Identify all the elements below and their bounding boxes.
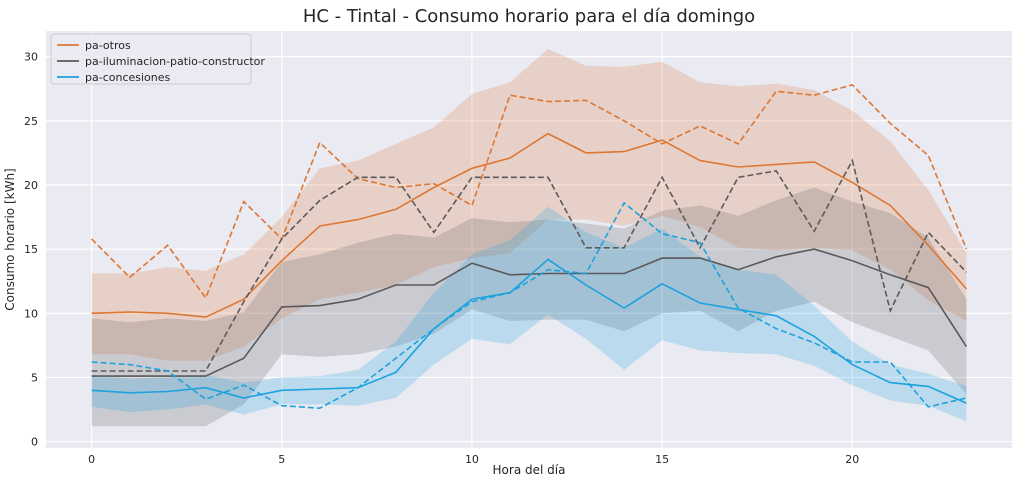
legend: pa-otros pa-iluminacion-patio-constructor… [50,33,265,85]
tick-labels: 0 5 10 15 20 0 5 10 15 20 25 30 [24,51,859,466]
confidence-band [91,187,967,427]
series-line [91,258,967,404]
legend-box [50,33,252,85]
y-tick-label: 0 [31,436,38,449]
x-tick-label: 10 [465,453,479,466]
legend-label: pa-concesiones [85,71,171,84]
series-lines [91,84,968,410]
x-tick-label: 0 [88,453,95,466]
x-tick-label: 20 [845,453,859,466]
x-tick-label: 5 [278,453,285,466]
dashed-series-line [91,158,967,372]
x-tick-label: 15 [655,453,669,466]
confidence-band [91,206,967,422]
x-axis-label: Hora del día [493,463,566,477]
series-line [91,248,968,377]
y-tick-label: 30 [24,51,38,64]
dashed-series-line [91,201,967,410]
y-tick-label: 5 [31,371,38,384]
gridlines [46,31,1012,448]
legend-label: pa-otros [85,39,131,52]
y-tick-label: 15 [24,243,38,256]
plot-area [46,31,1012,448]
confidence-bands [91,49,967,427]
y-tick-label: 20 [24,179,38,192]
dashed-series-line [91,84,968,300]
chart-title: HC - Tintal - Consumo horario para el dí… [303,6,755,27]
y-tick-label: 25 [24,115,38,128]
legend-label: pa-iluminacion-patio-constructor [85,55,265,68]
y-axis-label: Consumo horario [kWh] [3,168,17,310]
confidence-band [91,49,967,361]
y-tick-label: 10 [24,307,38,320]
series-line [91,132,968,318]
